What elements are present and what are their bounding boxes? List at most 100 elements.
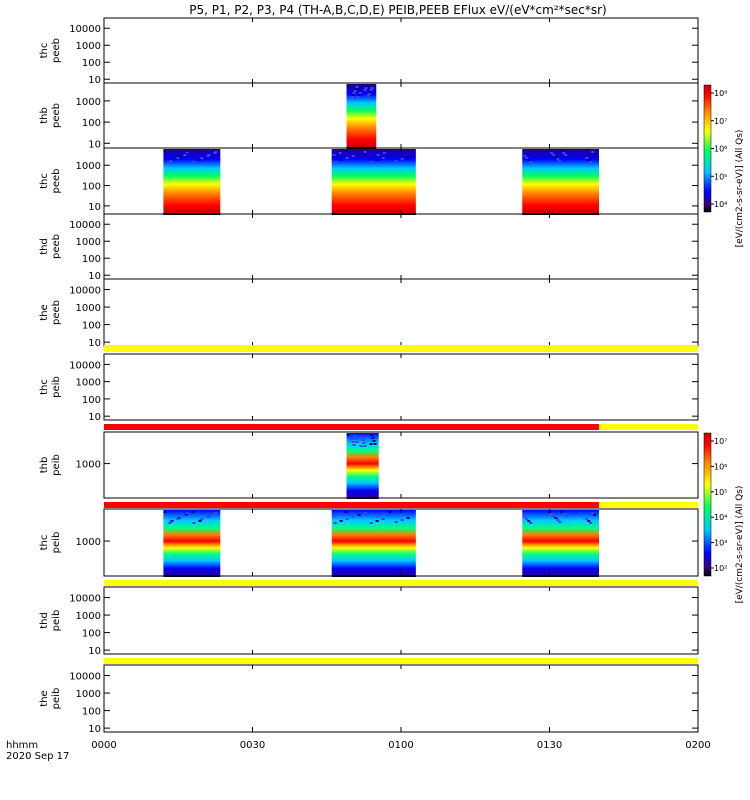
panel-product-label: peeb	[51, 300, 62, 325]
panel-thd-peeb: 10 100 1000 10000 thd peeb	[39, 213, 699, 282]
noise-pixel	[525, 157, 529, 159]
x-axis-label-hhmm: hhmm	[6, 740, 38, 751]
panel-product-label: peib	[51, 688, 62, 710]
y-tick-label: 1000	[76, 611, 101, 622]
noise-pixel	[525, 518, 529, 520]
panel-product-label: peib	[51, 532, 62, 554]
panel-probe-label: the	[39, 304, 50, 320]
noise-pixel	[213, 513, 217, 515]
noise-pixel	[388, 511, 392, 513]
y-tick-label: 10000	[69, 672, 101, 683]
noise-pixel	[354, 88, 358, 90]
quality-flag-bar	[104, 424, 599, 430]
noise-pixel	[333, 522, 337, 524]
x-axis-tick-label: 0030	[240, 740, 265, 751]
noise-pixel	[363, 151, 367, 153]
noise-pixel	[560, 150, 564, 152]
colorbar-ions: 10² 10³ 10⁴ 10⁵ 10⁶ 10⁷ [eV/(cm2-s-sr-eV)] (Al…	[703, 432, 745, 603]
y-tick-label: 10000	[69, 286, 101, 297]
noise-pixel	[353, 90, 357, 92]
noise-pixel	[346, 434, 350, 436]
noise-pixel	[587, 159, 591, 161]
noise-pixel	[365, 85, 369, 87]
panel-thc-peib: 1000 thc peib	[39, 508, 699, 586]
noise-pixel	[381, 518, 385, 520]
y-tick-label: 100	[82, 629, 101, 640]
noise-pixel	[529, 522, 533, 524]
noise-pixel	[345, 518, 349, 520]
noise-pixel	[358, 92, 362, 94]
noise-pixel	[333, 161, 337, 163]
panel-frame	[103, 278, 699, 347]
noise-pixel	[406, 156, 410, 158]
quality-flag-bar	[104, 658, 698, 664]
noise-pixel	[400, 519, 404, 521]
y-tick-label: 100	[82, 395, 101, 406]
y-tick-label: 10	[88, 338, 101, 349]
panel-probe-label: thc	[39, 379, 50, 395]
noise-pixel	[351, 94, 355, 96]
noise-pixel	[376, 515, 380, 517]
noise-pixel	[206, 155, 210, 157]
time-axis: hhmm 2020 Sep 17 0000 0030 0100 0130 0200	[6, 727, 711, 762]
panel-product-label: peeb	[51, 234, 62, 259]
y-tick-label: 1000	[76, 460, 101, 471]
noise-pixel	[554, 156, 558, 158]
noise-pixel	[589, 522, 593, 524]
panel-frame	[103, 353, 699, 421]
noise-pixel	[552, 154, 556, 156]
spectrogram-data-block	[163, 149, 221, 213]
y-tick-label: 1000	[76, 537, 101, 548]
y-tick-label: 10	[88, 724, 101, 735]
noise-pixel	[394, 521, 398, 523]
noise-pixel	[359, 445, 363, 447]
noise-pixel	[350, 96, 354, 98]
y-tick-label: 10	[88, 139, 101, 150]
y-tick-label: 1000	[76, 97, 101, 108]
y-tick-label: 1000	[76, 689, 101, 700]
y-tick-label: 10	[88, 271, 101, 282]
noise-pixel	[357, 514, 361, 516]
quality-flag-bar	[104, 502, 599, 508]
panel-frame	[103, 431, 699, 499]
panel-product-label: peeb	[51, 38, 62, 63]
noise-pixel	[176, 518, 180, 520]
y-tick-label: 10	[88, 202, 101, 213]
noise-pixel	[369, 89, 373, 91]
y-tick-label: 100	[82, 321, 101, 332]
noise-pixel	[550, 152, 554, 154]
noise-pixel	[351, 516, 355, 518]
noise-pixel	[339, 159, 343, 161]
y-tick-label: 10	[88, 75, 101, 86]
noise-pixel	[364, 436, 368, 438]
noise-pixel	[593, 153, 597, 155]
noise-pixel	[332, 515, 336, 517]
noise-pixel	[523, 155, 527, 157]
spectrogram-data-block	[522, 510, 599, 575]
panel-product-label: peeb	[51, 169, 62, 194]
panel-thc-peeb: 10 100 1000 10000 thc peeb	[39, 17, 699, 86]
colorbar-tick-label: 10⁵	[714, 488, 727, 497]
noise-pixel	[355, 441, 359, 443]
noise-pixel	[346, 85, 350, 87]
y-tick-label: 10000	[69, 220, 101, 231]
x-axis-tick-label: 0200	[685, 740, 710, 751]
noise-pixel	[192, 161, 196, 163]
panel-frame	[103, 664, 699, 733]
noise-pixel	[375, 159, 379, 161]
noise-pixel	[344, 511, 348, 513]
noise-pixel	[373, 443, 377, 445]
noise-pixel	[585, 518, 589, 520]
x-axis-tick-label: 0130	[537, 740, 562, 751]
noise-pixel	[364, 87, 368, 89]
panel-probe-label: thb	[39, 457, 50, 474]
noise-pixel	[523, 516, 527, 518]
noise-pixel	[370, 434, 374, 436]
colorbar-tick-label: 10⁴	[714, 513, 727, 522]
noise-pixel	[556, 519, 560, 521]
panel-thb-peib: 1000 thb peib	[39, 431, 699, 508]
y-tick-label: 10000	[69, 594, 101, 605]
noise-pixel	[332, 154, 336, 156]
noise-pixel	[183, 154, 187, 156]
noise-pixel	[191, 511, 195, 513]
